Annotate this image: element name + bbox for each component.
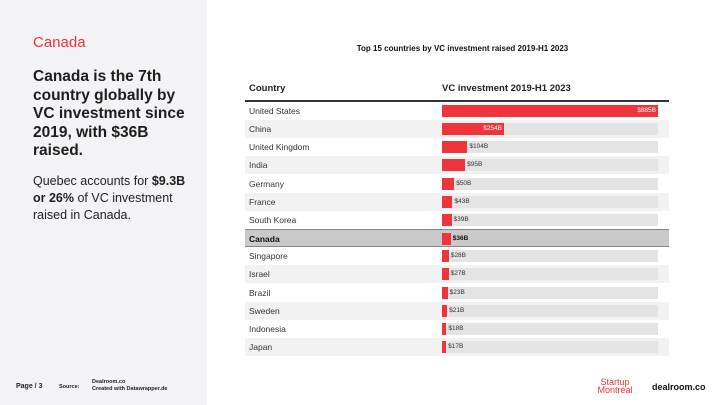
bar-value-label: $50B: [456, 179, 472, 187]
country-name: Israel: [249, 269, 270, 280]
country-name: Germany: [249, 178, 284, 189]
bar: [442, 268, 449, 281]
source-text: Dealroom.co Created with Datawrapper.de: [92, 379, 168, 393]
table-row: France $43B: [245, 192, 669, 211]
bar-value-label: $43B: [454, 197, 470, 205]
bar: [442, 159, 466, 172]
country-name: Brazil: [249, 287, 271, 298]
table-row: Singapore $28B: [245, 247, 669, 265]
bar-track: $27B: [442, 268, 658, 281]
table-row: Israel $27B: [245, 265, 669, 284]
dealroom-logo: dealroom.co: [652, 382, 706, 392]
chart-title: Top 15 countries by VC investment raised…: [356, 44, 569, 53]
body-bold: $9.3B or 26%: [33, 174, 186, 205]
country-name: United Kingdom: [249, 142, 310, 153]
country-name: Japan: [249, 341, 273, 352]
table-row: South Korea $39B: [245, 211, 669, 229]
table-row: Japan $17B: [245, 337, 669, 356]
bar-track: $43B: [442, 195, 658, 208]
bar-track: $21B: [442, 304, 658, 317]
bar: [442, 286, 448, 299]
country-name: South Korea: [249, 214, 297, 225]
bar: [442, 105, 658, 117]
bar-value-label: $254B: [483, 125, 502, 133]
left-panel: [0, 0, 207, 405]
header-rule: [245, 100, 669, 102]
country-name: United States: [249, 106, 301, 116]
country-name: Singapore: [249, 251, 288, 262]
bar-value-label: $39B: [453, 215, 469, 223]
bar: [442, 123, 504, 136]
bar-track: $104B: [442, 141, 658, 154]
bar-track: $254B: [442, 123, 658, 136]
section-label: Canada: [33, 34, 86, 51]
bar: [442, 304, 448, 317]
bar-track: $50B: [442, 177, 658, 190]
body-prefix: Quebec accounts for: [33, 174, 152, 188]
bar-track: $39B: [442, 213, 658, 226]
page-number: Page / 3: [16, 383, 43, 390]
bar-value-label: $21B: [449, 306, 465, 314]
table-row: United Kingdom $104B: [245, 138, 669, 156]
source-line-1: Dealroom.co: [92, 379, 126, 385]
logo-startup-line2: Montréal: [597, 385, 633, 395]
bar-value-label: $95B: [467, 161, 483, 169]
column-header-value: VC investment 2019-H1 2023: [442, 83, 571, 94]
country-name: Indonesia: [249, 323, 286, 334]
bar-track: $28B: [442, 250, 658, 263]
logo-startup-line1: Startup: [600, 377, 630, 387]
bar: [442, 233, 451, 246]
bar-value-label: $28B: [450, 252, 467, 260]
country-name: India: [249, 160, 268, 171]
country-name: Canada: [249, 234, 280, 245]
body-text: Quebec accounts for $9.3B or 26% of VC i…: [33, 173, 193, 224]
bar: [442, 213, 452, 226]
bar: [442, 177, 455, 190]
source-line-2: Created with Datawrapper.de: [92, 386, 168, 392]
table-row: United States $885B: [245, 102, 669, 120]
table-row: Indonesia $18B: [245, 320, 669, 338]
table-row: Germany $50B: [245, 175, 669, 193]
bar: [442, 141, 468, 154]
bar-value-label: $36B: [452, 235, 469, 243]
bar-track: $23B: [442, 286, 658, 299]
table-row: Sweden $21B: [245, 301, 669, 320]
bar: [442, 322, 447, 335]
bar: [442, 195, 453, 208]
bar-value-label: $18B: [448, 324, 464, 332]
bar-value-label: $17B: [448, 342, 464, 350]
bar-value-label: $23B: [449, 288, 465, 296]
bar: [442, 250, 449, 263]
body-suffix: of VC investment raised in Canada.: [33, 191, 173, 222]
table-row: Brazil $23B: [245, 284, 669, 302]
country-name: France: [249, 196, 276, 207]
bar-value-label: $885B: [637, 107, 656, 114]
startup-montreal-logo: Startup Montréal: [591, 377, 639, 395]
bar-track: $17B: [442, 340, 658, 353]
bar-value-label: $27B: [450, 270, 466, 278]
bar-track: $885B: [442, 105, 658, 117]
bar-track: $95B: [442, 159, 658, 172]
bar: [442, 340, 447, 353]
bar-value-label: $104B: [469, 143, 489, 151]
table-row: India $95B: [245, 156, 669, 175]
table-row: China $254B: [245, 120, 669, 139]
bar-track: $36B: [442, 233, 658, 246]
column-header-country: Country: [249, 83, 286, 94]
table-row: Canada $36B: [245, 229, 669, 248]
headline: Canada is the 7th country globally by VC…: [33, 68, 185, 159]
bar-track: $18B: [442, 322, 658, 335]
country-name: Sweden: [249, 305, 280, 316]
country-name: China: [249, 124, 272, 135]
source-label: Source:: [59, 384, 80, 390]
